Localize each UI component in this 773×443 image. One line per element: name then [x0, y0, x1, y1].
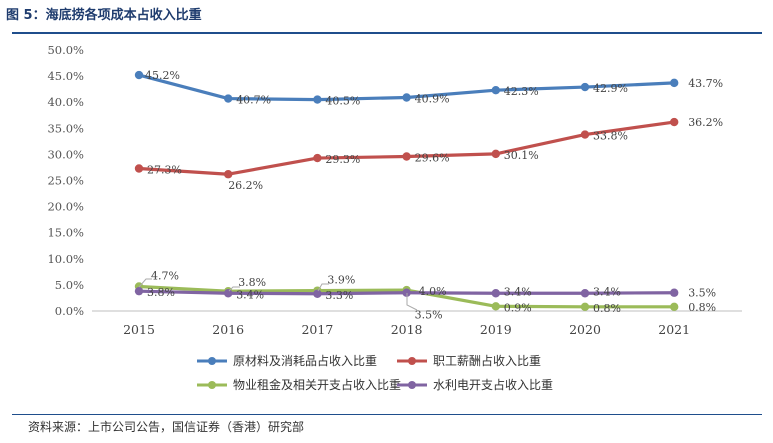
data-label: 3.3% — [325, 289, 353, 302]
chart-title: 图 5：海底捞各项成本占收入比重 — [6, 8, 202, 23]
legend-label: 职工薪酬占收入比重 — [433, 353, 541, 368]
data-point — [134, 70, 144, 80]
legend-swatch-marker — [208, 381, 216, 389]
data-label: 3.8% — [238, 276, 266, 289]
x-tick-label: 2018 — [391, 322, 423, 337]
x-tick-label: 2017 — [301, 322, 333, 337]
data-point — [491, 85, 500, 95]
x-tick-label: 2021 — [658, 322, 690, 337]
label-leader-line — [228, 286, 240, 292]
data-label: 33.8% — [593, 130, 628, 143]
line-chart: 0.0% 5.0% 10.0% 15.0% 20.0% 25.0% 30.0% 35.0% 40… — [47, 43, 742, 392]
data-label: 3.5% — [415, 309, 443, 322]
data-label: 4.0% — [419, 285, 447, 298]
data-label: 0.8% — [688, 301, 716, 314]
data-point — [670, 288, 679, 297]
y-tick-label: 45.0% — [47, 69, 84, 83]
data-point — [670, 117, 679, 127]
data-point — [402, 288, 411, 297]
label-leader-line — [406, 293, 418, 311]
y-tick-label: 35.0% — [47, 121, 84, 135]
data-label: 42.3% — [504, 85, 539, 98]
data-point — [134, 164, 144, 173]
data-label: 0.8% — [593, 302, 621, 315]
legend-swatch-marker — [408, 357, 416, 365]
data-point — [224, 94, 233, 103]
data-label: 4.7% — [151, 269, 179, 282]
x-tick-label: 2020 — [569, 322, 601, 337]
data-point — [580, 82, 590, 92]
data-label: 3.4% — [236, 288, 264, 301]
x-tick-label: 2019 — [480, 322, 512, 337]
data-label: 3.8% — [147, 286, 175, 299]
data-point — [670, 302, 679, 312]
data-point — [670, 78, 679, 88]
x-tick-label: 2015 — [123, 322, 155, 337]
data-point — [313, 95, 322, 104]
y-tick-label: 5.0% — [55, 278, 84, 292]
data-label: 26.2% — [228, 179, 263, 192]
label-leader-line — [138, 278, 152, 288]
y-tick-label: 40.0% — [47, 95, 84, 109]
data-point — [134, 286, 144, 296]
title-bar — [12, 8, 762, 34]
legend-label: 水利电开支占收入比重 — [433, 377, 553, 392]
data-point — [402, 93, 411, 102]
y-tick-label: 50.0% — [47, 43, 84, 57]
data-label: 36.2% — [688, 116, 723, 129]
data-label: 3.4% — [504, 285, 532, 298]
data-label: 40.7% — [236, 94, 271, 107]
data-label: 3.9% — [327, 274, 355, 287]
y-tick-label: 10.0% — [47, 252, 84, 266]
data-label: 27.3% — [147, 163, 182, 176]
data-point — [491, 149, 500, 159]
source-divider — [12, 414, 762, 415]
x-tick-label: 2016 — [212, 322, 244, 337]
data-label: 43.7% — [688, 77, 723, 90]
data-label: 30.1% — [504, 149, 539, 162]
y-tick-label: 0.0% — [55, 304, 84, 318]
label-leader-line — [317, 283, 329, 292]
data-point — [491, 302, 500, 311]
source-note: 资料来源：上市公司公告，国信证券（香港）研究部 — [28, 420, 305, 434]
data-label: 29.3% — [325, 153, 360, 166]
data-point — [491, 289, 500, 298]
data-label: 3.5% — [688, 287, 716, 300]
data-point — [313, 153, 322, 163]
data-label: 42.9% — [593, 82, 628, 95]
data-label: 29.6% — [415, 151, 450, 164]
data-point — [580, 130, 590, 139]
data-label: 0.9% — [504, 301, 532, 314]
data-point — [224, 289, 233, 298]
data-label: 45.2% — [145, 69, 180, 82]
data-point — [313, 289, 322, 298]
y-tick-label: 30.0% — [47, 147, 84, 161]
data-point — [402, 152, 411, 161]
data-label: 40.9% — [415, 93, 450, 106]
data-point — [580, 289, 590, 298]
legend-swatch-marker — [208, 357, 216, 365]
data-label: 3.4% — [593, 285, 621, 298]
data-point — [224, 170, 233, 179]
legend-label: 原材料及消耗品占收入比重 — [233, 353, 377, 368]
legend-swatch-marker — [408, 381, 416, 389]
data-point — [580, 302, 590, 312]
y-tick-label: 15.0% — [47, 226, 84, 240]
data-label: 40.5% — [325, 95, 360, 108]
y-tick-label: 20.0% — [47, 200, 84, 214]
y-tick-label: 25.0% — [47, 174, 84, 188]
legend-label: 物业租金及相关开支占收入比重 — [233, 377, 401, 392]
